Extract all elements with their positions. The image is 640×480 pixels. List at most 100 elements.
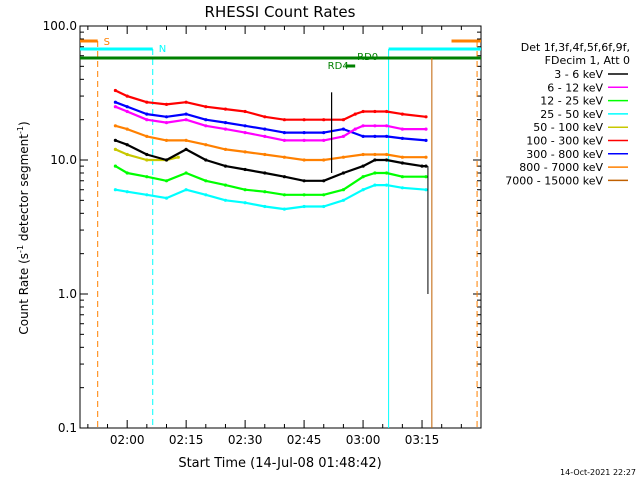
series-point-12-25-kev (223, 183, 228, 187)
series-line-12-25-kev (114, 165, 426, 196)
series-point-100-300-kev (263, 115, 267, 119)
series-point-12-25-kev (125, 171, 129, 175)
series-point-800-7000-kev (113, 124, 117, 128)
x-tick-label: 02:00 (110, 433, 145, 447)
series-point-300-800-kev (184, 112, 188, 116)
series-point-3-6-kev (361, 164, 365, 168)
series-point-6-12-kev (282, 138, 286, 142)
series-point-12-25-kev (385, 171, 389, 175)
series-point-800-7000-kev (263, 152, 267, 157)
legend-label-100-300-kev: 100 - 300 keV (526, 135, 603, 148)
series-point-300-800-kev (164, 115, 169, 119)
series-point-3-6-kev (184, 147, 188, 151)
legend-label-6-12-kev: 6 - 12 keV (547, 81, 603, 94)
series-point-300-800-kev (361, 134, 365, 138)
series-point-100-300-kev (322, 118, 326, 122)
series-point-800-7000-kev (282, 155, 286, 159)
series-point-300-800-kev (400, 136, 404, 140)
decimation-rd4-label: RD4 (328, 61, 349, 72)
series-point-25-50-kev (204, 193, 208, 197)
legend-label-12-25-kev: 12 - 25 keV (540, 95, 603, 108)
series-point-100-300-kev (204, 105, 208, 109)
legend-label-25-50-kev: 25 - 50 keV (540, 108, 603, 121)
x-tick-label: 02:15 (169, 433, 204, 447)
series-line-25-50-kev (115, 184, 427, 211)
chart-title: RHESSI Count Rates (205, 3, 356, 21)
series-point-6-12-kev (341, 134, 345, 138)
series-point-12-25-kev (145, 175, 149, 179)
series-point-12-25-kev (400, 175, 404, 179)
series-point-6-12-kev (322, 138, 326, 142)
series-point-12-25-kev (373, 171, 377, 175)
saa-label: S (104, 37, 110, 48)
series-point-3-6-kev (302, 179, 306, 183)
y-tick-label: 100.0 (43, 19, 77, 33)
series-point-25-50-kev (145, 193, 149, 197)
series-point-3-6-kev (373, 158, 377, 162)
series-point-25-50-kev (164, 196, 169, 200)
series-point-50-100-kev (176, 155, 180, 159)
series-point-300-800-kev (263, 127, 267, 131)
series-point-100-300-kev (385, 109, 389, 114)
series-point-800-7000-kev (243, 150, 247, 154)
series-point-12-25-kev (424, 175, 428, 179)
series-point-100-300-kev (353, 112, 357, 116)
series-point-25-50-kev (125, 190, 129, 194)
series-point-100-300-kev (424, 115, 428, 119)
series-point-3-6-kev (263, 171, 267, 175)
series-point-6-12-kev (400, 127, 404, 131)
series-point-3-6-kev (385, 158, 389, 162)
legend-label-7000-15000-kev: 7000 - 15000 keV (505, 174, 603, 187)
y-axis-label-main: Count Rate (s (17, 253, 31, 335)
series-point-12-25-kev (263, 190, 267, 194)
series-point-6-12-kev (263, 134, 267, 138)
series-point-25-50-kev (322, 204, 326, 209)
series-point-300-800-kev (322, 131, 326, 135)
x-axis-label: Start Time (14-Jul-08 01:48:42) (178, 456, 381, 471)
series-point-25-50-kev (282, 207, 286, 211)
series-point-12-25-kev (113, 164, 117, 168)
timestamp: 14-Oct-2021 22:27 (560, 468, 636, 477)
y-axis-label-sup1: -1 (16, 245, 25, 253)
series-point-800-7000-kev (184, 138, 188, 142)
series-point-100-300-kev (302, 118, 306, 122)
series-point-300-800-kev (424, 138, 428, 142)
series-point-25-50-kev (263, 204, 267, 209)
series-point-300-800-kev (341, 127, 345, 131)
x-tick-label: 02:45 (287, 433, 322, 447)
series-point-12-25-kev (322, 193, 326, 197)
series-point-3-6-kev (145, 152, 149, 157)
series-point-6-12-kev (243, 131, 247, 135)
series-point-300-800-kev (385, 134, 389, 138)
series-point-6-12-kev (184, 118, 188, 122)
series-point-12-25-kev (302, 193, 306, 197)
series-point-3-6-kev (424, 164, 428, 168)
series-point-12-25-kev (361, 175, 365, 179)
series-point-3-6-kev (204, 158, 208, 162)
series-point-3-6-kev (164, 158, 169, 162)
series-point-800-7000-kev (373, 152, 377, 157)
series-point-800-7000-kev (302, 158, 306, 162)
series-point-6-12-kev (385, 124, 389, 128)
x-tick-label: 03:00 (346, 433, 381, 447)
series-point-6-12-kev (113, 105, 117, 109)
series-point-6-12-kev (424, 127, 428, 131)
y-axis-label-end: ) (17, 121, 31, 126)
x-tick-label: 03:15 (405, 433, 440, 447)
series-point-300-800-kev (282, 131, 286, 135)
series-point-12-25-kev (341, 188, 345, 192)
series-point-800-7000-kev (385, 152, 389, 157)
series-point-800-7000-kev (424, 155, 428, 159)
series-point-25-50-kev (400, 186, 404, 190)
series-point-3-6-kev (243, 167, 247, 172)
series-point-300-800-kev (204, 118, 208, 122)
y-axis-label-sup2: -1 (16, 126, 25, 134)
series-point-300-800-kev (113, 100, 117, 104)
series-point-12-25-kev (184, 171, 188, 175)
series-point-100-300-kev (243, 109, 247, 114)
series-point-6-12-kev (125, 109, 129, 114)
series-point-800-7000-kev (145, 134, 149, 138)
legend-header-line-1: Det 1f,3f,4f,5f,6f,9f, (521, 41, 630, 54)
series-point-6-12-kev (353, 127, 357, 131)
